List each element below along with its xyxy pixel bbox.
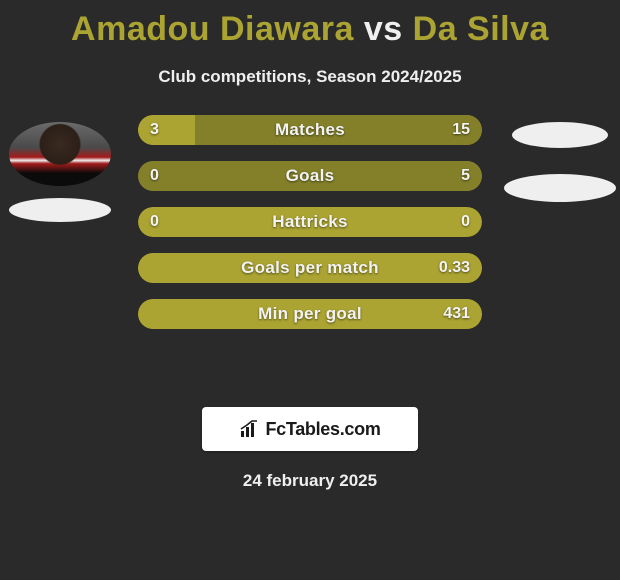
- brand-badge: FcTables.com: [202, 407, 418, 451]
- bars-icon: [239, 419, 259, 439]
- comparison-arena: Matches315Goals05Hattricks00Goals per ma…: [0, 127, 620, 387]
- date-line: 24 february 2025: [0, 471, 620, 491]
- title-player1: Amadou Diawara: [71, 10, 354, 48]
- stat-value-left: 0: [150, 161, 159, 191]
- title-player2: Da Silva: [413, 10, 549, 48]
- stat-label: Min per goal: [138, 299, 482, 329]
- comparison-title: Amadou Diawara vs Da Silva: [0, 0, 620, 49]
- brand-text: FcTables.com: [265, 419, 380, 440]
- stat-row-goals-per-match: Goals per match0.33: [138, 253, 482, 283]
- stat-value-left: 3: [150, 115, 159, 145]
- player2-name-pill-2: [504, 174, 616, 202]
- stat-bars-container: Matches315Goals05Hattricks00Goals per ma…: [138, 115, 482, 345]
- stat-value-right: 5: [461, 161, 470, 191]
- stat-label: Goals per match: [138, 253, 482, 283]
- player1-avatar: [9, 122, 111, 186]
- stat-value-right: 0.33: [439, 253, 470, 283]
- stat-value-left: 0: [150, 207, 159, 237]
- player2-name-pill-1: [512, 122, 608, 148]
- stat-value-right: 15: [452, 115, 470, 145]
- player1-name-pill: [9, 198, 111, 222]
- stat-label: Matches: [138, 115, 482, 145]
- stat-row-hattricks: Hattricks0 0: [138, 207, 482, 237]
- stat-label: Hattricks: [138, 207, 482, 237]
- stat-row-matches: Matches3 15: [138, 115, 482, 145]
- player1-column: [0, 122, 120, 222]
- stat-value-right: 0: [461, 207, 470, 237]
- stat-row-min-per-goal: Min per goal431: [138, 299, 482, 329]
- player2-column: [500, 122, 620, 202]
- subtitle: Club competitions, Season 2024/2025: [0, 67, 620, 87]
- stat-row-goals: Goals0 5: [138, 161, 482, 191]
- title-vs: vs: [364, 10, 403, 48]
- stat-label: Goals: [138, 161, 482, 191]
- stat-value-right: 431: [443, 299, 470, 329]
